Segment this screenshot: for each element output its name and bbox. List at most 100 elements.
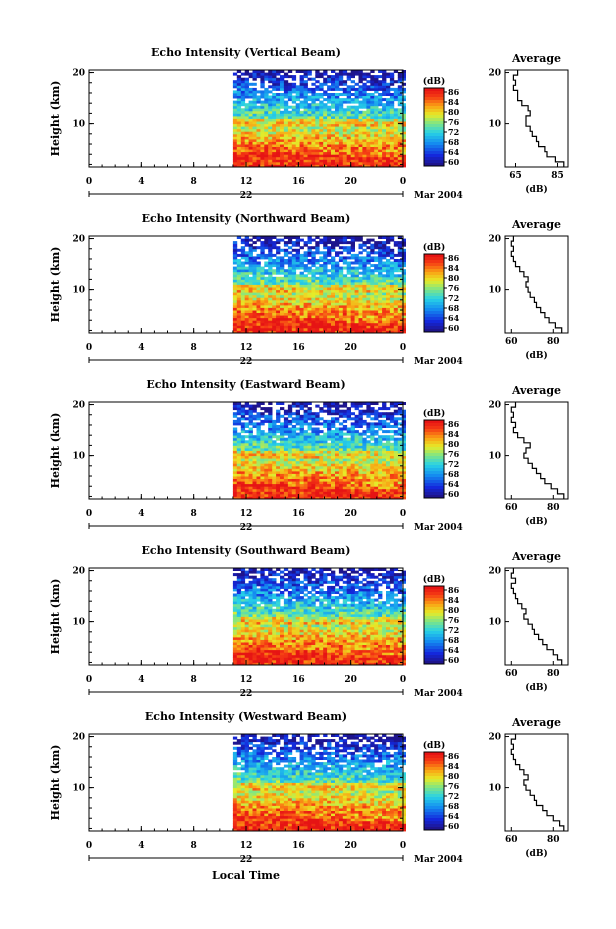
colorbar-tick-label: 86 <box>448 585 460 595</box>
avg-y-tick-label: 10 <box>488 452 501 462</box>
x-tick-label: 12 <box>240 841 253 851</box>
panel-title: Echo Intensity (Vertical Beam) <box>151 46 341 59</box>
y-tick-label: 20 <box>72 567 85 577</box>
colorbar-tick-label: 80 <box>448 605 460 615</box>
colorbar-tick-label: 64 <box>448 147 460 157</box>
colorbar-tick-label: 60 <box>448 157 460 167</box>
colorbar-swatch <box>424 474 444 478</box>
colorbar-swatch <box>424 157 444 161</box>
colorbar-swatch <box>424 311 444 315</box>
y-tick-label: 10 <box>72 452 85 462</box>
colorbar-swatch <box>424 791 444 795</box>
colorbar-swatch <box>424 323 444 327</box>
colorbar-swatch <box>424 752 444 756</box>
x-tick-label: 4 <box>138 841 144 851</box>
colorbar-swatch <box>424 266 444 270</box>
colorbar-unit: (dB) <box>423 76 445 87</box>
avg-y-tick-label: 20 <box>488 401 501 411</box>
colorbar-swatch <box>424 809 444 813</box>
y-tick-label: 20 <box>72 733 85 743</box>
x-tick-label: 20 <box>344 509 357 519</box>
avg-y-tick-label: 20 <box>488 235 501 245</box>
colorbar-swatch <box>424 770 444 774</box>
colorbar-swatch <box>424 625 444 629</box>
colorbar-swatch <box>424 163 444 167</box>
date-label: Mar 2004 <box>414 523 463 533</box>
avg-y-tick-label: 20 <box>488 733 501 743</box>
colorbar-swatch <box>424 127 444 131</box>
colorbar-tick-label: 84 <box>448 761 460 771</box>
colorbar-tick-label: 60 <box>448 655 460 665</box>
colorbar-tick-label: 72 <box>448 625 459 635</box>
colorbar-tick-label: 84 <box>448 263 460 273</box>
x-tick-label: 4 <box>138 675 144 685</box>
average-frame <box>504 235 569 334</box>
heatmap-cells <box>232 568 406 666</box>
colorbar-swatch <box>424 806 444 810</box>
colorbar-swatch <box>424 586 444 590</box>
colorbar-swatch <box>424 450 444 454</box>
avg-x-tick-label: 80 <box>547 669 560 679</box>
colorbar-tick-label: 80 <box>448 107 460 117</box>
average-profile: Average 20 10 60 80(dB) <box>488 218 569 361</box>
colorbar-swatch <box>424 643 444 647</box>
average-line <box>510 402 565 499</box>
colorbar-swatch <box>424 755 444 759</box>
colorbar-swatch <box>424 272 444 276</box>
x-tick-label: 0 <box>400 841 406 851</box>
colorbar-tick-label: 72 <box>448 127 459 137</box>
x-tick-label: 20 <box>344 675 357 685</box>
colorbar-unit: (dB) <box>423 242 445 253</box>
colorbar-tick-label: 72 <box>448 459 459 469</box>
panel-1: Echo Intensity (Northward Beam) 20 10 0 4 8 12… <box>49 212 569 367</box>
average-frame <box>504 69 569 168</box>
colorbar-swatch <box>424 284 444 288</box>
colorbar-unit: (dB) <box>423 740 445 751</box>
colorbar-swatch <box>424 794 444 798</box>
avg-x-tick-label: 60 <box>505 337 518 347</box>
colorbar-swatch <box>424 136 444 140</box>
x-tick-label: 20 <box>344 177 357 187</box>
colorbar-tick-label: 76 <box>448 117 460 127</box>
colorbar-swatch <box>424 471 444 475</box>
colorbar-swatch <box>424 160 444 164</box>
colorbar-swatch <box>424 631 444 635</box>
x-tick-label: 8 <box>191 343 197 353</box>
colorbar-frame <box>423 419 445 499</box>
x-tick-label: 12 <box>240 177 253 187</box>
colorbar-tick-label: 80 <box>448 439 460 449</box>
colorbar-tick-label: 84 <box>448 595 460 605</box>
colorbar-swatch <box>424 462 444 466</box>
colorbar-swatch <box>424 281 444 285</box>
colorbar-swatch <box>424 287 444 291</box>
colorbar-swatch <box>424 441 444 445</box>
colorbar-swatch <box>424 109 444 113</box>
colorbar-swatch <box>424 818 444 822</box>
colorbar-swatch <box>424 628 444 632</box>
colorbar-swatch <box>424 815 444 819</box>
date-label: Mar 2004 <box>414 689 463 699</box>
colorbar-tick-label: 60 <box>448 323 460 333</box>
colorbar-swatch <box>424 305 444 309</box>
colorbar-swatch <box>424 88 444 92</box>
colorbar-swatch <box>424 94 444 98</box>
colorbar-swatch <box>424 308 444 312</box>
colorbar-frame <box>423 751 445 831</box>
panel-title: Echo Intensity (Eastward Beam) <box>146 378 345 391</box>
average-frame <box>504 567 569 666</box>
avg-x-tick-label: 80 <box>547 503 560 513</box>
x-tick-label: 8 <box>191 177 197 187</box>
colorbar-swatch <box>424 432 444 436</box>
day-label: 22 <box>240 357 253 367</box>
colorbar-swatch <box>424 761 444 765</box>
x-tick-label: 0 <box>86 343 92 353</box>
colorbar-swatch <box>424 767 444 771</box>
colorbar-swatch <box>424 607 444 611</box>
avg-x-label: (dB) <box>525 350 547 361</box>
colorbar-swatch <box>424 302 444 306</box>
colorbar-swatch <box>424 456 444 460</box>
y-axis-label: Height (km) <box>49 81 62 157</box>
x-tick-label: 0 <box>400 509 406 519</box>
colorbar-tick-label: 64 <box>448 479 460 489</box>
